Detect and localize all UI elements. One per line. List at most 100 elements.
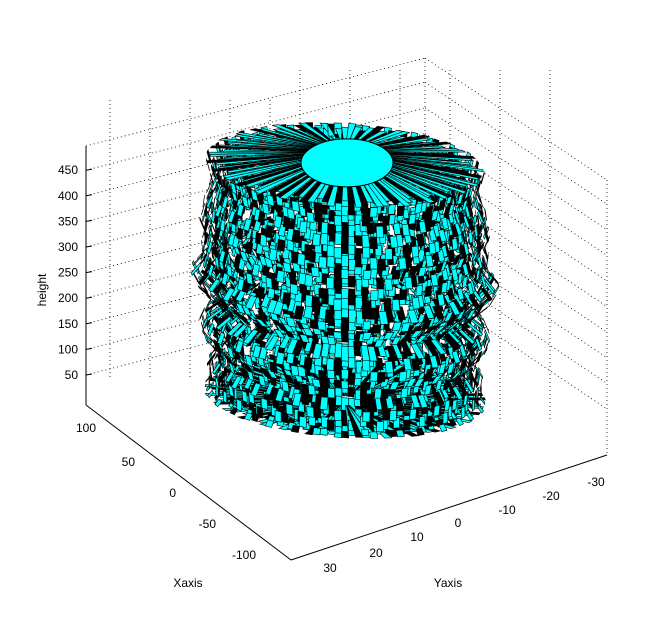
surface-face [381, 388, 390, 399]
surface-face [469, 194, 474, 210]
surface-face [226, 346, 235, 360]
surface-face [468, 230, 474, 245]
y-axis-line [290, 454, 608, 561]
z-tick-labels: 50 100 150 200 250 300 350 400 450 [58, 163, 93, 382]
surface-face [213, 227, 221, 241]
surface-face [200, 248, 205, 261]
surface-face [479, 395, 486, 406]
surface-face [479, 378, 483, 391]
surface-face [461, 199, 469, 212]
surface-face [424, 384, 432, 396]
surface-face [213, 280, 226, 295]
surface-face [340, 323, 350, 333]
surface-face [258, 374, 266, 387]
surface-face [312, 427, 322, 436]
surface-face [382, 409, 390, 421]
surface-face [363, 300, 372, 313]
surface-face [442, 378, 451, 391]
surface-face [258, 323, 272, 335]
surface-face [319, 204, 328, 215]
surface-face [376, 421, 384, 433]
surface-face [391, 269, 401, 280]
surface-face [326, 419, 335, 431]
x-tick-label: -100 [232, 548, 256, 562]
surface-face [373, 339, 385, 348]
surface-face [390, 343, 404, 360]
x-tick-label: 0 [169, 486, 176, 500]
surface-face [409, 408, 417, 420]
surface-face [460, 405, 466, 419]
surface-face [276, 269, 285, 283]
surface-face [226, 264, 233, 278]
surface-face [311, 343, 323, 360]
surface-face [393, 222, 402, 235]
grid-line [424, 81, 608, 205]
surface-face [468, 295, 481, 310]
surface-face [333, 267, 342, 278]
surface-face [235, 302, 246, 315]
surface-face [369, 236, 378, 249]
surface-face [318, 287, 327, 299]
surface-face [212, 242, 215, 256]
surface-face [456, 287, 465, 301]
surface-face [291, 200, 300, 212]
surface-face [362, 270, 372, 280]
surface-face [341, 297, 349, 310]
surface-face [451, 268, 459, 282]
surface-face [319, 396, 329, 411]
surface-face [438, 199, 447, 211]
surface-face [370, 290, 379, 301]
x-tick-label: 50 [122, 455, 136, 469]
surface-face [242, 329, 259, 345]
surface-face [241, 362, 255, 374]
surface-face [455, 417, 464, 426]
surface-face [256, 285, 265, 300]
surface-face [394, 397, 405, 412]
surface-face [333, 379, 342, 389]
surface-face [333, 331, 342, 340]
surface-face [443, 311, 454, 323]
surface-face [207, 201, 213, 214]
surface-face [241, 390, 248, 403]
surface-face [414, 202, 423, 214]
x-axis-label: Xaxis [173, 576, 202, 590]
surface-face [268, 248, 278, 262]
surface-face [271, 278, 279, 291]
surface-face [231, 211, 240, 226]
surface-face [430, 338, 447, 355]
surface-face [405, 377, 418, 388]
surface-face [396, 205, 405, 217]
surface-face [354, 296, 363, 309]
surface-face [441, 216, 449, 230]
surface-face [473, 224, 479, 239]
surface-face [204, 202, 208, 218]
surface-face [214, 255, 220, 269]
surface-face [306, 211, 315, 223]
y-tick-label: 0 [455, 516, 462, 530]
surface-face [340, 345, 350, 362]
surface-face [340, 236, 350, 249]
surface-face [274, 410, 282, 423]
surface-face [291, 339, 305, 356]
z-tick [85, 168, 93, 171]
surface-face [484, 328, 491, 344]
surface-face [297, 366, 306, 378]
surface-face [239, 250, 249, 263]
surface-face [333, 298, 342, 311]
surface-face [467, 218, 476, 232]
surface-face [273, 215, 283, 229]
surface-face [299, 220, 308, 234]
surface-face [404, 276, 413, 290]
surface-face [376, 277, 385, 290]
surface-face [440, 281, 448, 294]
surface-face [467, 281, 474, 296]
surface-face [251, 263, 260, 277]
surface-face [464, 362, 476, 374]
surface-face [433, 391, 445, 406]
surface-face [410, 358, 421, 371]
surface-face [202, 254, 208, 269]
surface-face [480, 274, 487, 289]
surface-face [475, 302, 485, 315]
surface-face [458, 322, 475, 338]
surface-face [220, 241, 230, 255]
